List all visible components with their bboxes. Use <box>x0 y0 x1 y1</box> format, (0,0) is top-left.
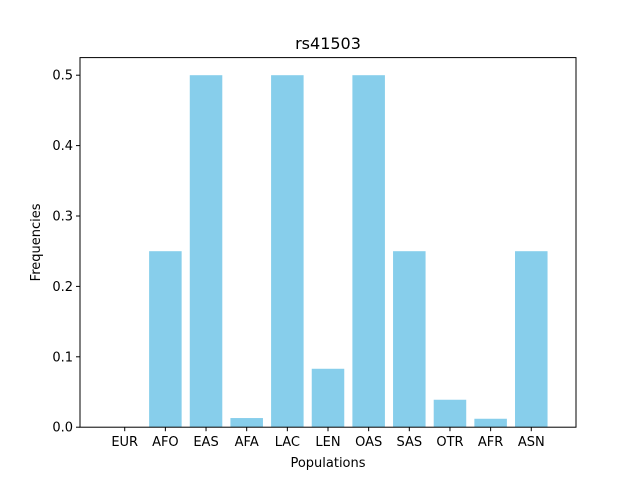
y-axis-label: Frequencies <box>29 203 44 281</box>
chart-title: rs41503 <box>295 34 361 53</box>
x-tick-label: OAS <box>355 435 382 450</box>
x-tick-label: AFR <box>478 435 503 450</box>
x-axis-label: Populations <box>290 456 365 471</box>
y-tick-label: 0.1 <box>52 350 73 365</box>
x-tick-label: ASN <box>518 435 545 450</box>
y-tick-label: 0.4 <box>52 139 73 154</box>
bar-afa <box>230 418 263 428</box>
bar-sas <box>393 251 426 428</box>
bar-afo <box>149 251 182 428</box>
bar-asn <box>515 251 548 428</box>
x-tick-label: AFA <box>235 435 259 450</box>
bar-eas <box>189 75 223 428</box>
x-tick-label: AFO <box>152 435 179 450</box>
x-tick-label: OTR <box>436 435 463 450</box>
bar-lac <box>271 75 304 428</box>
x-axis-ticks: EUR AFO EAS AFA LAC LEN OAS SAS OTR AFR ASN <box>111 427 545 450</box>
y-tick-label: 0.5 <box>52 69 73 84</box>
y-tick-label: 0.2 <box>52 280 73 295</box>
bar-oas <box>352 75 385 428</box>
bar-afr <box>474 418 507 428</box>
x-tick-label: LEN <box>315 435 340 450</box>
x-tick-label: LAC <box>275 435 300 450</box>
x-tick-label: SAS <box>396 435 422 450</box>
bars-group <box>149 75 548 428</box>
y-tick-label: 0.3 <box>52 210 73 225</box>
bar-otr <box>433 399 467 428</box>
x-tick-label: EAS <box>193 435 218 450</box>
y-tick-label: 0.0 <box>52 421 73 436</box>
bar-len <box>311 368 345 428</box>
y-axis-ticks: 0.0 0.1 0.2 0.3 0.4 0.5 <box>52 69 80 436</box>
x-tick-label: EUR <box>111 435 138 450</box>
